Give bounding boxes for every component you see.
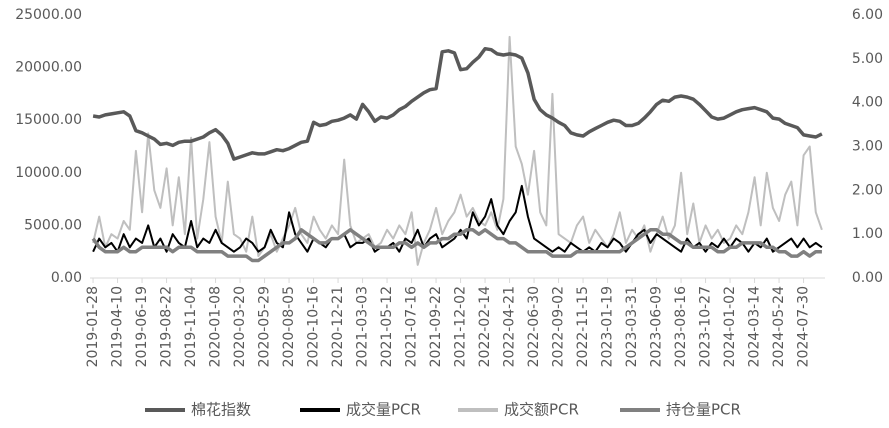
x-tick-label: 2022-11-15 (575, 286, 591, 367)
x-tick-label: 2021-05-12 (379, 286, 395, 367)
x-tick-label: 2021-12-02 (453, 286, 469, 367)
y2-tick-label: 4.00 (852, 95, 883, 111)
x-tick-label: 2020-10-16 (306, 286, 322, 367)
y2-tick-label: 1.00 (852, 226, 883, 242)
legend-label: 成交量PCR (346, 401, 421, 419)
legend-label: 成交额PCR (504, 401, 579, 419)
x-tick-label: 2023-08-16 (673, 286, 689, 367)
series-line (92, 35, 823, 266)
y2-tick-label: 5.00 (852, 51, 883, 67)
y-tick-label: 20000.00 (15, 60, 82, 76)
x-tick-label: 2022-04-21 (502, 286, 518, 367)
x-tick-label: 2021-03-03 (355, 286, 371, 367)
x-tick-label: 2020-12-21 (330, 286, 346, 367)
series-line (92, 184, 823, 253)
x-tick-label: 2020-01-08 (208, 286, 224, 367)
x-tick-label: 2019-06-19 (134, 286, 150, 367)
x-tick-label: 2020-05-29 (257, 286, 273, 367)
y-tick-label: 10000.00 (15, 165, 82, 181)
x-tick-label: 2023-10-27 (698, 286, 714, 367)
x-tick-label: 2022-02-14 (477, 286, 493, 367)
x-tick-label: 2022-09-02 (551, 286, 567, 367)
x-tick-label: 2019-01-28 (85, 286, 101, 367)
series-line (91, 228, 822, 263)
x-tick-label: 2020-03-20 (232, 286, 248, 367)
x-tick-label: 2019-04-10 (110, 286, 126, 367)
x-tick-label: 2020-08-05 (281, 286, 297, 367)
legend-label: 棉花指数 (191, 401, 251, 419)
y2-tick-label: 2.00 (852, 182, 883, 198)
y-tick-label: 15000.00 (15, 112, 82, 128)
y2-tick-label: 0.00 (852, 270, 883, 286)
legend-label: 持仓量PCR (666, 401, 741, 419)
y-tick-label: 5000.00 (24, 217, 82, 233)
x-tick-label: 2024-03-14 (747, 286, 763, 367)
x-tick-label: 2024-01-02 (722, 286, 738, 367)
x-tick-label: 2021-09-22 (428, 286, 444, 367)
x-tick-label: 2024-07-30 (796, 286, 812, 367)
x-tick-label: 2022-06-30 (526, 286, 542, 367)
y2-tick-label: 3.00 (852, 139, 883, 155)
y2-tick-label: 6.00 (852, 7, 883, 23)
x-tick-label: 2023-01-19 (600, 286, 616, 367)
x-tick-label: 2019-11-04 (183, 286, 199, 367)
x-tick-label: 2019-08-22 (159, 286, 175, 367)
series-line (92, 46, 823, 161)
x-tick-label: 2023-06-09 (649, 286, 665, 367)
y-tick-label: 0.00 (51, 270, 82, 286)
x-tick-label: 2024-05-24 (771, 286, 787, 367)
y-tick-label: 25000.00 (15, 7, 82, 23)
x-tick-label: 2021-07-16 (404, 286, 420, 367)
x-tick-label: 2023-03-31 (624, 286, 640, 367)
